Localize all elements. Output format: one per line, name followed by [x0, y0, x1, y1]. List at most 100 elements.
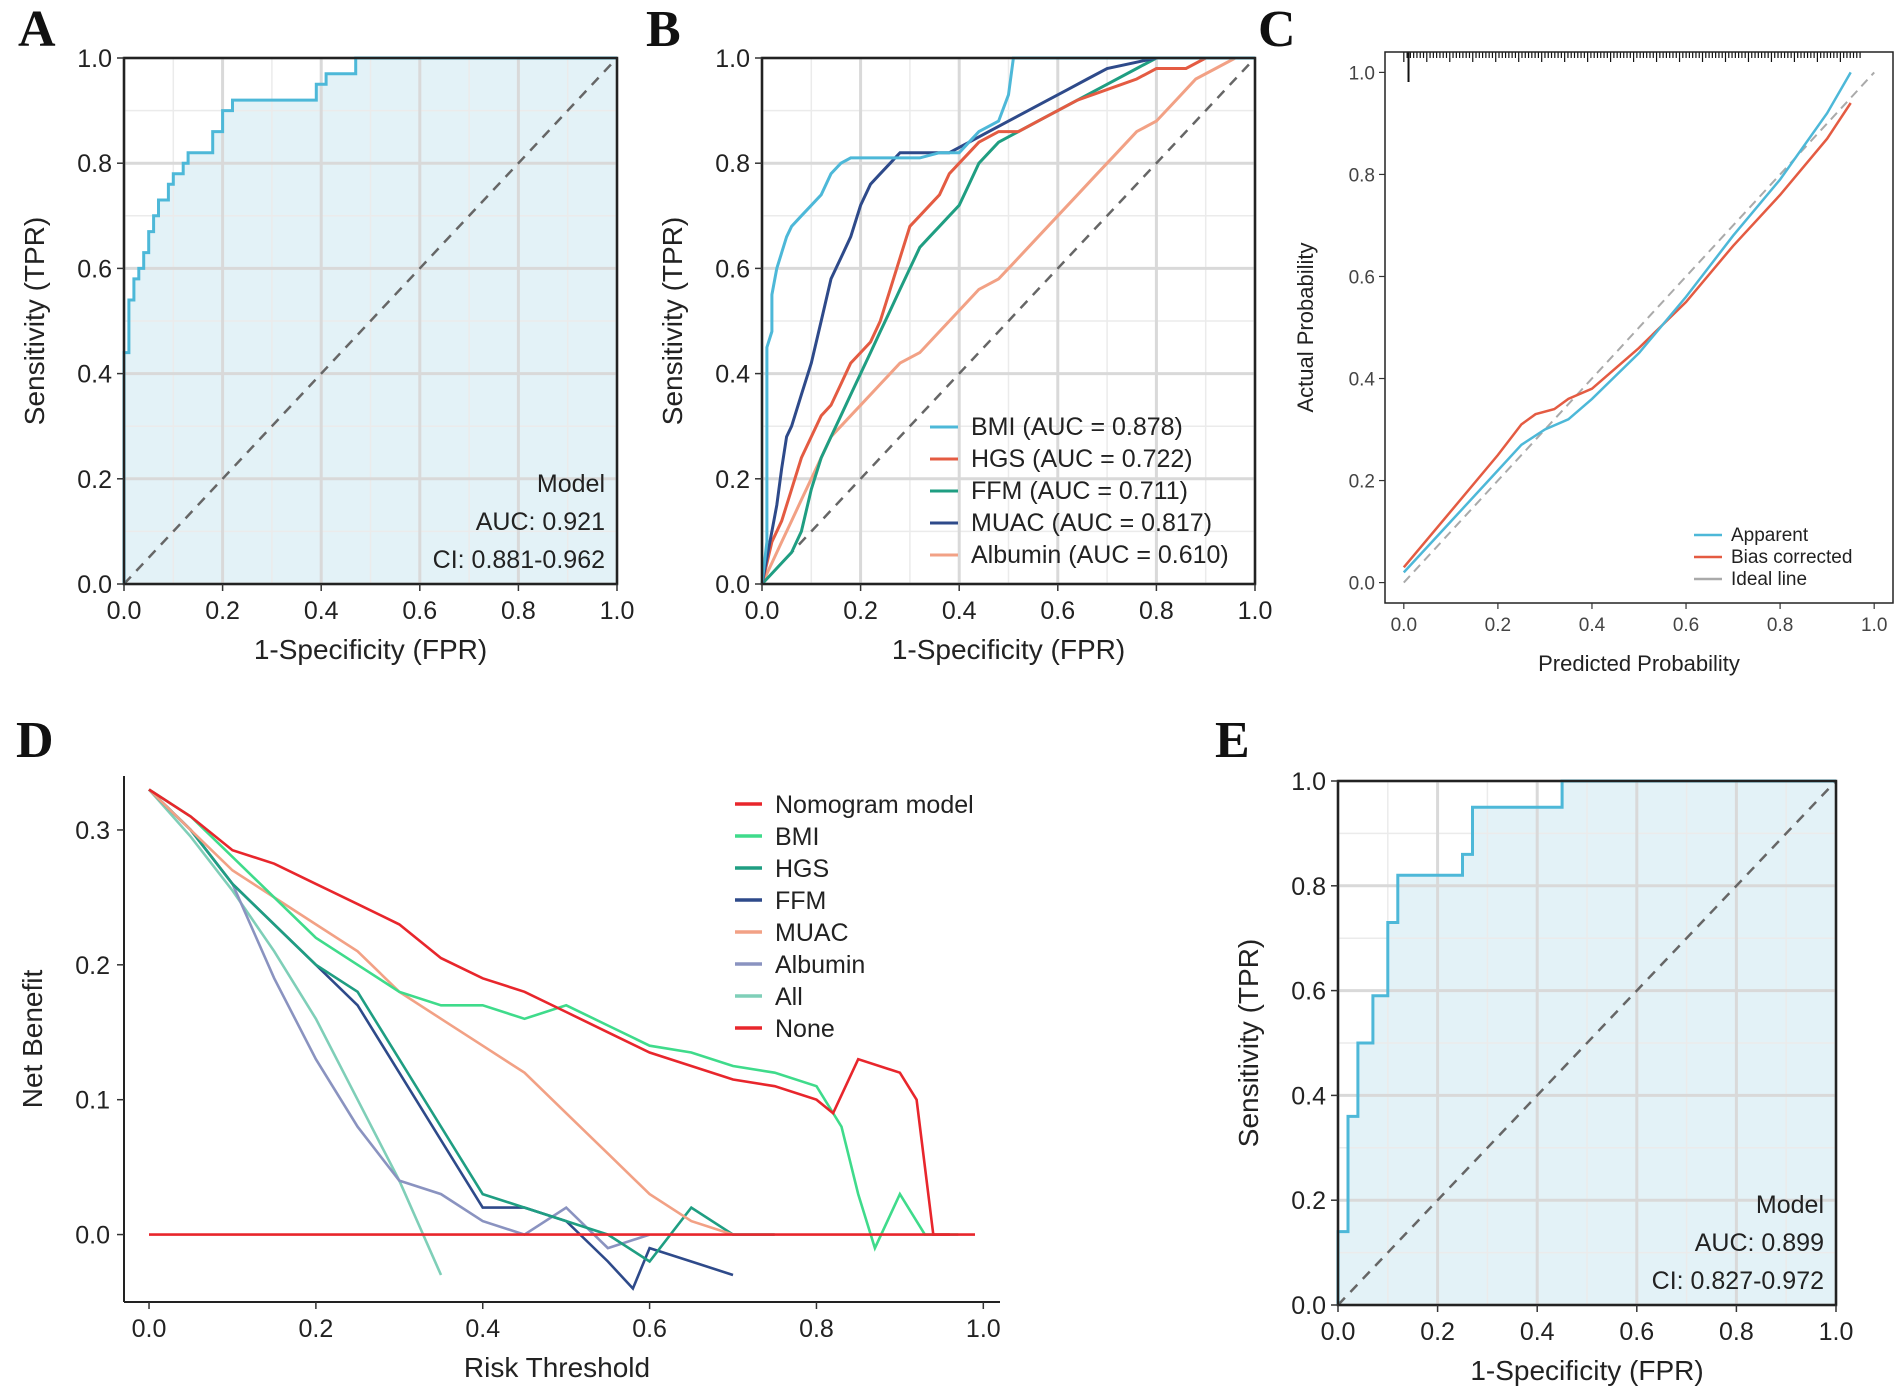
x-axis-title: 1-Specificity (FPR)	[1470, 1355, 1703, 1386]
dca-series-all	[148, 788, 443, 1276]
y-axis-title: Actual Probability	[1293, 243, 1318, 413]
x-tick-label: 0.8	[1719, 1318, 1754, 1346]
ideal-line	[1403, 71, 1875, 584]
x-tick-label: 1.0	[966, 1315, 1001, 1343]
plot-border	[1336, 779, 1838, 1307]
roc-series-hgs	[760, 56, 1255, 585]
x-tick-label: 0.4	[1579, 615, 1606, 636]
plot-border	[1384, 51, 1894, 604]
panel-letter-d: D	[16, 712, 54, 769]
x-axis-title: Predicted Probability	[1538, 651, 1740, 676]
diagonal-reference-line	[123, 57, 618, 585]
panel-b-roc-chart: 0.0 0.2 0.4 0.6 0.8 1.0 0.0 0.2 0.4 0.6 0.8 1.0 1-Sp…	[657, 45, 1272, 665]
x-tick-label: 0.2	[843, 597, 878, 625]
dca-series-muac	[148, 788, 734, 1236]
y-tick-label: 0.6	[715, 255, 750, 283]
calibration-apparent-line	[1402, 71, 1852, 574]
x-axis-title: 1-Specificity (FPR)	[892, 634, 1125, 665]
legend-label: FFM (AUC = 0.711)	[971, 477, 1188, 505]
legend-label: BMI (AUC = 0.878)	[971, 413, 1183, 441]
y-tick-label: 0.0	[1349, 574, 1375, 595]
panel-letter-e: E	[1215, 712, 1250, 769]
x-tick-label: 0.4	[942, 597, 977, 625]
y-tick-label: 0.2	[75, 952, 110, 980]
legend-label: Nomogram model	[775, 791, 974, 819]
y-tick-label: 0.8	[715, 150, 750, 178]
x-tick-label: 0.2	[1420, 1318, 1455, 1346]
x-tick-label: 0.4	[304, 597, 339, 625]
x-tick-label: 1.0	[600, 597, 635, 625]
y-tick-label: 0.4	[1291, 1082, 1326, 1110]
plot-border	[760, 56, 1257, 586]
y-axis-title: Sensitivity (TPR)	[19, 217, 50, 425]
y-tick-label: 0.6	[1349, 267, 1375, 288]
x-tick-label: 0.4	[1520, 1318, 1555, 1346]
x-tick-label: 0.0	[132, 1315, 167, 1343]
y-axis-title: Net Benefit	[17, 970, 48, 1109]
panel-letter-b: B	[646, 1, 681, 58]
annotation-auc: AUC: 0.899	[1695, 1229, 1824, 1257]
y-tick-label: 0.8	[77, 150, 112, 178]
x-tick-label: 0.6	[1040, 597, 1075, 625]
legend-label: Apparent	[1731, 525, 1809, 546]
panel-letter-a: A	[18, 1, 56, 58]
annotation-auc: AUC: 0.921	[476, 508, 605, 536]
legend-label: HGS	[775, 855, 829, 883]
dca-series-albumin	[148, 788, 651, 1250]
y-axis-title: Sensitivity (TPR)	[657, 217, 688, 425]
x-tick-label: 0.4	[465, 1315, 500, 1343]
annotation-model: Model	[537, 470, 605, 498]
x-tick-label: 0.8	[1139, 597, 1174, 625]
roc-curve	[1336, 779, 1836, 1305]
legend-label: Albumin	[775, 951, 865, 979]
x-tick-label: 1.0	[1861, 615, 1887, 636]
diagonal-reference-line	[1337, 780, 1837, 1306]
y-tick-label: 0.3	[75, 817, 110, 845]
dca-series-bmi	[148, 788, 959, 1252]
annotation-model: Model	[1756, 1191, 1824, 1219]
x-tick-label: 0.0	[107, 597, 142, 625]
y-tick-label: 0.2	[1291, 1187, 1326, 1215]
panel-c-calibration-chart: 0.0 0.2 0.4 0.6 0.8 1.0 0.0 0.2 0.4 0.6 0.8 1.0 Pred…	[1293, 51, 1894, 676]
y-tick-label: 1.0	[1349, 63, 1375, 84]
y-tick-label: 0.0	[77, 571, 112, 599]
dca-series-ffm	[148, 788, 734, 1291]
x-tick-label: 1.0	[1238, 597, 1273, 625]
legend: BMI (AUC = 0.878) HGS (AUC = 0.722) FFM (A…	[930, 413, 1229, 569]
y-tick-label: 0.4	[77, 361, 112, 389]
roc-curve	[122, 56, 617, 584]
y-tick-label: 0.8	[1349, 165, 1375, 186]
legend-label: MUAC (AUC = 0.817)	[971, 509, 1212, 537]
y-tick-label: 0.0	[715, 571, 750, 599]
dca-series-hgs	[148, 788, 775, 1264]
x-tick-label: 0.8	[501, 597, 536, 625]
plot-border	[122, 56, 619, 586]
legend-label: MUAC	[775, 919, 849, 947]
legend-label: None	[775, 1015, 835, 1043]
y-tick-label: 0.6	[77, 255, 112, 283]
y-tick-label: 0.8	[1291, 873, 1326, 901]
panel-e-roc-chart: 0.0 0.2 0.4 0.6 0.8 1.0 0.0 0.2 0.4 0.6 0.8 1.0 1-Sp…	[1233, 768, 1853, 1386]
x-tick-label: 0.6	[632, 1315, 667, 1343]
y-axis-title: Sensitivity (TPR)	[1233, 939, 1264, 1147]
y-tick-label: 0.2	[77, 466, 112, 494]
y-tick-label: 0.0	[75, 1222, 110, 1250]
legend-label: Bias corrected	[1731, 547, 1852, 568]
x-tick-label: 0.2	[299, 1315, 334, 1343]
annotation-ci: CI: 0.881-0.962	[433, 546, 605, 574]
y-tick-label: 1.0	[77, 45, 112, 73]
legend: Nomogram model BMI HGS FFM MUAC Albumin All Non…	[735, 791, 974, 1043]
y-tick-label: 0.6	[1291, 978, 1326, 1006]
calibration-bias-line	[1402, 102, 1852, 569]
x-tick-label: 1.0	[1819, 1318, 1854, 1346]
panel-letter-c: C	[1258, 1, 1296, 58]
annotation-ci: CI: 0.827-0.972	[1652, 1267, 1824, 1295]
x-tick-label: 0.8	[1767, 615, 1793, 636]
legend-label: HGS (AUC = 0.722)	[971, 445, 1193, 473]
legend-label: BMI	[775, 823, 819, 851]
x-tick-label: 0.2	[1485, 615, 1511, 636]
x-tick-label: 0.6	[402, 597, 437, 625]
y-tick-label: 0.1	[75, 1087, 110, 1115]
y-tick-label: 0.0	[1291, 1292, 1326, 1320]
